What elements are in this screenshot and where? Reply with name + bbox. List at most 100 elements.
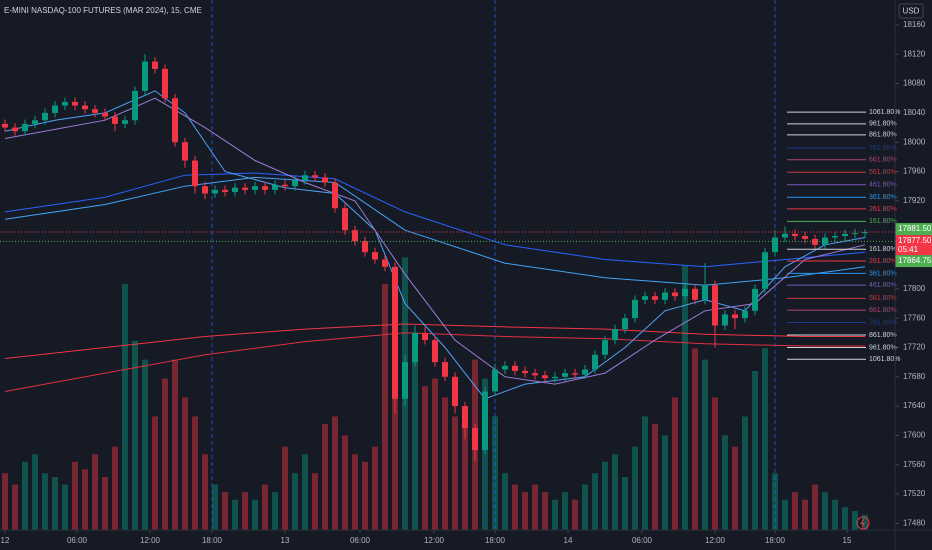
countdown: 05:41 <box>898 245 919 254</box>
candle-body <box>462 406 468 429</box>
fib-label: 361.80% <box>869 194 897 201</box>
volume-bar <box>552 499 558 530</box>
volume-bar <box>572 499 578 530</box>
price-tag-label: 17877.50 <box>898 236 932 245</box>
candle-body <box>802 236 808 239</box>
candle-body <box>582 369 588 375</box>
volume-bar <box>162 378 168 530</box>
volume-bar <box>732 446 738 530</box>
volume-bar <box>612 454 618 530</box>
candle-body <box>392 266 398 399</box>
volume-bar <box>32 454 38 530</box>
candle-body <box>612 329 618 341</box>
volume-bar <box>762 348 768 530</box>
volume-bar <box>352 454 358 530</box>
volume-bar <box>122 283 128 530</box>
candle-body <box>232 187 238 193</box>
volume-bar <box>452 416 458 530</box>
y-tick-label: 17680 <box>903 372 926 381</box>
candle-body <box>472 428 478 451</box>
fib-label: 561.80% <box>869 295 897 302</box>
volume-bar <box>22 461 28 530</box>
candle-body <box>132 90 138 121</box>
candle-body <box>502 365 508 370</box>
volume-bar <box>262 484 268 530</box>
volume-bar <box>382 283 388 530</box>
volume-bar <box>242 492 248 530</box>
volume-bar <box>52 477 58 530</box>
volume-bar <box>102 477 108 530</box>
volume-bar <box>2 473 8 530</box>
alert-icon <box>860 518 865 528</box>
candle-body <box>142 61 148 91</box>
volume-bar <box>752 371 758 530</box>
y-tick-label: 18160 <box>903 20 926 29</box>
volume-bar <box>782 499 788 530</box>
volume-bar <box>602 461 608 530</box>
candle-body <box>262 186 268 190</box>
volume-bar <box>532 484 538 530</box>
candle-body <box>22 123 28 132</box>
candle-body <box>72 101 78 106</box>
candle-body <box>272 184 278 190</box>
y-tick-label: 17760 <box>903 313 926 322</box>
volume-bar <box>582 484 588 530</box>
volume-bar <box>562 492 568 530</box>
volume-bar <box>832 499 838 530</box>
x-tick-label: 18:00 <box>765 536 786 545</box>
candle-body <box>602 340 608 355</box>
volume-bar <box>212 484 218 530</box>
x-tick-label: 12:00 <box>424 536 445 545</box>
candle-body <box>782 233 788 238</box>
volume-bar <box>362 461 368 530</box>
candle-body <box>622 318 628 330</box>
candle-body <box>252 186 258 190</box>
volume-bar <box>152 416 158 530</box>
volume-bar <box>332 416 338 530</box>
x-tick-label: 14 <box>564 536 573 545</box>
volume-bar <box>852 511 858 530</box>
volume-bar <box>442 397 448 530</box>
volume-bar <box>642 416 648 530</box>
candle-body <box>632 299 638 319</box>
fib-label: 161.80% <box>869 246 897 253</box>
y-tick-label: 18000 <box>903 137 926 146</box>
volume-bar <box>132 340 138 530</box>
fib-label: 761.80% <box>869 145 897 152</box>
volume-bar <box>142 359 148 530</box>
volume-bar <box>272 492 278 530</box>
candle-body <box>92 109 98 113</box>
volume-bar <box>742 416 748 530</box>
x-tick-label: 12:00 <box>705 536 726 545</box>
y-tick-label: 18080 <box>903 79 926 88</box>
volume-bar <box>822 492 828 530</box>
candle-body <box>852 233 858 235</box>
volume-bar <box>662 435 668 530</box>
currency-box[interactable] <box>898 3 924 19</box>
candle-body <box>742 310 748 319</box>
candle-body <box>122 120 128 124</box>
y-tick-label: 17720 <box>903 343 926 352</box>
alert-icon[interactable] <box>856 516 870 530</box>
fib-label: 261.80% <box>869 206 897 213</box>
volume-bar <box>322 424 328 530</box>
volume-bar <box>182 397 188 530</box>
y-tick-label: 17640 <box>903 401 926 410</box>
volume-bar <box>512 484 518 530</box>
candle-body <box>2 123 8 128</box>
candle-body <box>352 230 358 242</box>
volume-bar <box>812 484 818 530</box>
candle-body <box>212 189 218 194</box>
x-tick-label: 15 <box>843 536 852 545</box>
volume-bar <box>692 348 698 530</box>
volume-bar <box>82 469 88 530</box>
volume-bar <box>12 484 18 530</box>
fib-label: 361.80% <box>869 270 897 277</box>
volume-bar <box>772 473 778 530</box>
volume-bar <box>232 499 238 530</box>
candle-body <box>52 105 58 113</box>
candle-body <box>662 292 668 300</box>
volume-bar <box>392 321 398 530</box>
fib-label: 761.80% <box>869 319 897 326</box>
candle-body <box>362 241 368 253</box>
